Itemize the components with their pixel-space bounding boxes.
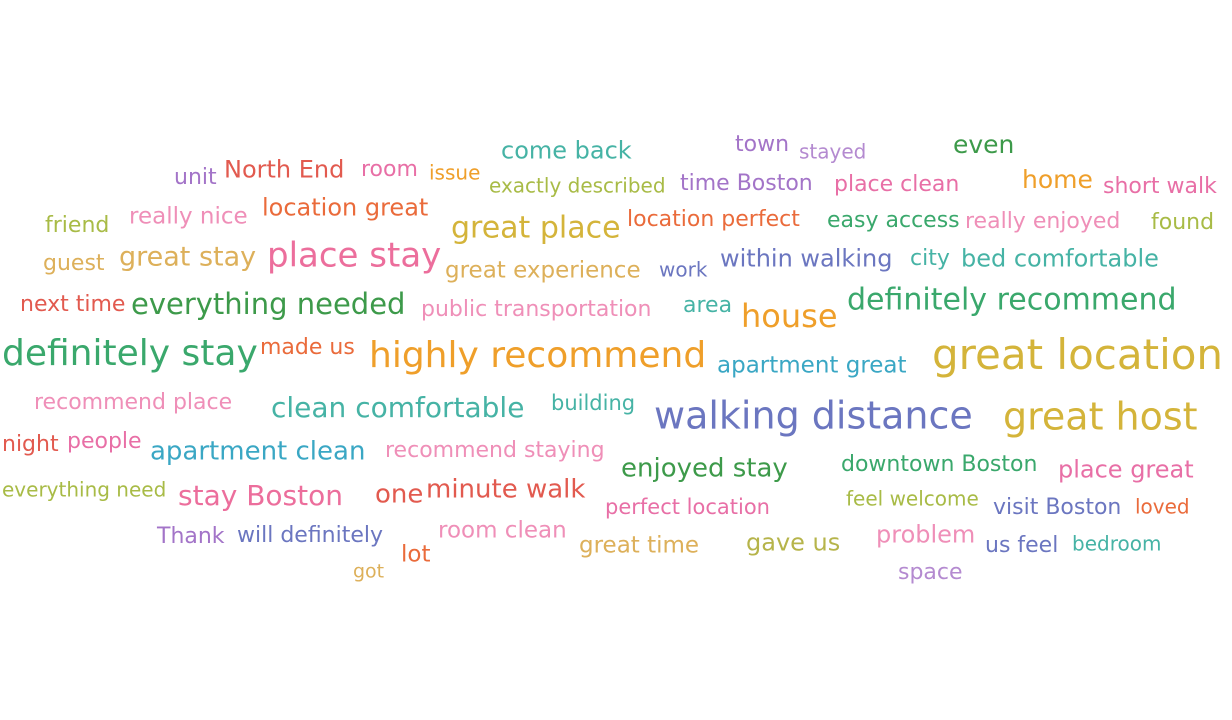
- word-apartment-great: apartment great: [717, 352, 907, 379]
- word-people: people: [67, 429, 142, 455]
- word-place-clean: place clean: [834, 172, 960, 198]
- word-issue: issue: [429, 160, 481, 185]
- word-friend: friend: [45, 213, 110, 239]
- word-found: found: [1151, 210, 1215, 236]
- word-everything-needed: everything needed: [131, 287, 406, 322]
- word-great-time: great time: [579, 532, 700, 559]
- word-feel-welcome: feel welcome: [846, 486, 979, 511]
- word-minute-walk: minute walk: [426, 474, 586, 505]
- word-perfect-location: perfect location: [605, 494, 770, 519]
- word-one: one: [375, 479, 424, 510]
- word-really-enjoyed: really enjoyed: [965, 209, 1121, 235]
- word-visit-boston: visit Boston: [993, 495, 1122, 521]
- word-night: night: [2, 432, 59, 458]
- word-area: area: [683, 293, 733, 319]
- word-building: building: [551, 390, 636, 415]
- word-walking-distance: walking distance: [654, 393, 973, 438]
- word-recommend-staying: recommend staying: [385, 438, 605, 464]
- word-problem: problem: [876, 520, 976, 549]
- word-really-nice: really nice: [129, 203, 248, 230]
- word-great-experience: great experience: [445, 257, 641, 284]
- word-within-walking: within walking: [720, 244, 893, 273]
- word-downtown-boston: downtown Boston: [841, 452, 1038, 478]
- word-space: space: [898, 560, 963, 586]
- word-north-end: North End: [224, 155, 345, 184]
- word-work: work: [659, 257, 708, 282]
- word-gave-us: gave us: [746, 528, 841, 557]
- word-apartment-clean: apartment clean: [150, 436, 366, 467]
- word-loved: loved: [1135, 494, 1190, 519]
- word-stay-boston: stay Boston: [178, 478, 343, 512]
- word-public-transportation: public transportation: [421, 297, 652, 323]
- word-location-great: location great: [262, 193, 429, 222]
- word-come-back: come back: [501, 136, 632, 165]
- word-lot: lot: [401, 541, 431, 568]
- word-next-time: next time: [20, 292, 126, 318]
- word-great-stay: great stay: [119, 241, 257, 273]
- word-short-walk: short walk: [1103, 174, 1217, 200]
- word-room: room: [361, 157, 418, 183]
- word-town: town: [735, 132, 790, 158]
- word-made-us: made us: [260, 335, 355, 361]
- word-easy-access: easy access: [827, 208, 960, 234]
- word-exactly-described: exactly described: [489, 173, 666, 198]
- word-guest: guest: [43, 251, 105, 277]
- word-enjoyed-stay: enjoyed stay: [621, 453, 788, 484]
- word-everything-need: everything need: [2, 477, 167, 502]
- word-place-great: place great: [1058, 455, 1194, 484]
- word-highly-recommend: highly recommend: [369, 335, 707, 377]
- word-recommend-place: recommend place: [34, 390, 233, 416]
- word-room-clean: room clean: [438, 517, 567, 544]
- word-stayed: stayed: [799, 139, 867, 164]
- word-got: got: [353, 560, 385, 583]
- word-great-host: great host: [1003, 394, 1198, 439]
- word-home: home: [1022, 165, 1093, 194]
- word-house: house: [741, 296, 838, 335]
- word-definitely-recommend: definitely recommend: [847, 282, 1177, 318]
- word-even: even: [953, 130, 1015, 159]
- word-location-perfect: location perfect: [627, 207, 800, 233]
- word-unit: unit: [174, 165, 217, 191]
- word-definitely-stay: definitely stay: [2, 333, 258, 375]
- word-will-definitely: will definitely: [237, 523, 384, 549]
- word-time-boston: time Boston: [680, 171, 813, 197]
- word-us-feel: us feel: [985, 533, 1059, 559]
- word-place-stay: place stay: [267, 235, 442, 276]
- word-thank: Thank: [157, 524, 225, 550]
- word-city: city: [910, 246, 950, 272]
- word-clean-comfortable: clean comfortable: [271, 390, 525, 424]
- word-bed-comfortable: bed comfortable: [961, 244, 1159, 273]
- word-great-location: great location: [932, 329, 1224, 379]
- word-great-place: great place: [451, 210, 621, 246]
- word-bedroom: bedroom: [1072, 531, 1162, 556]
